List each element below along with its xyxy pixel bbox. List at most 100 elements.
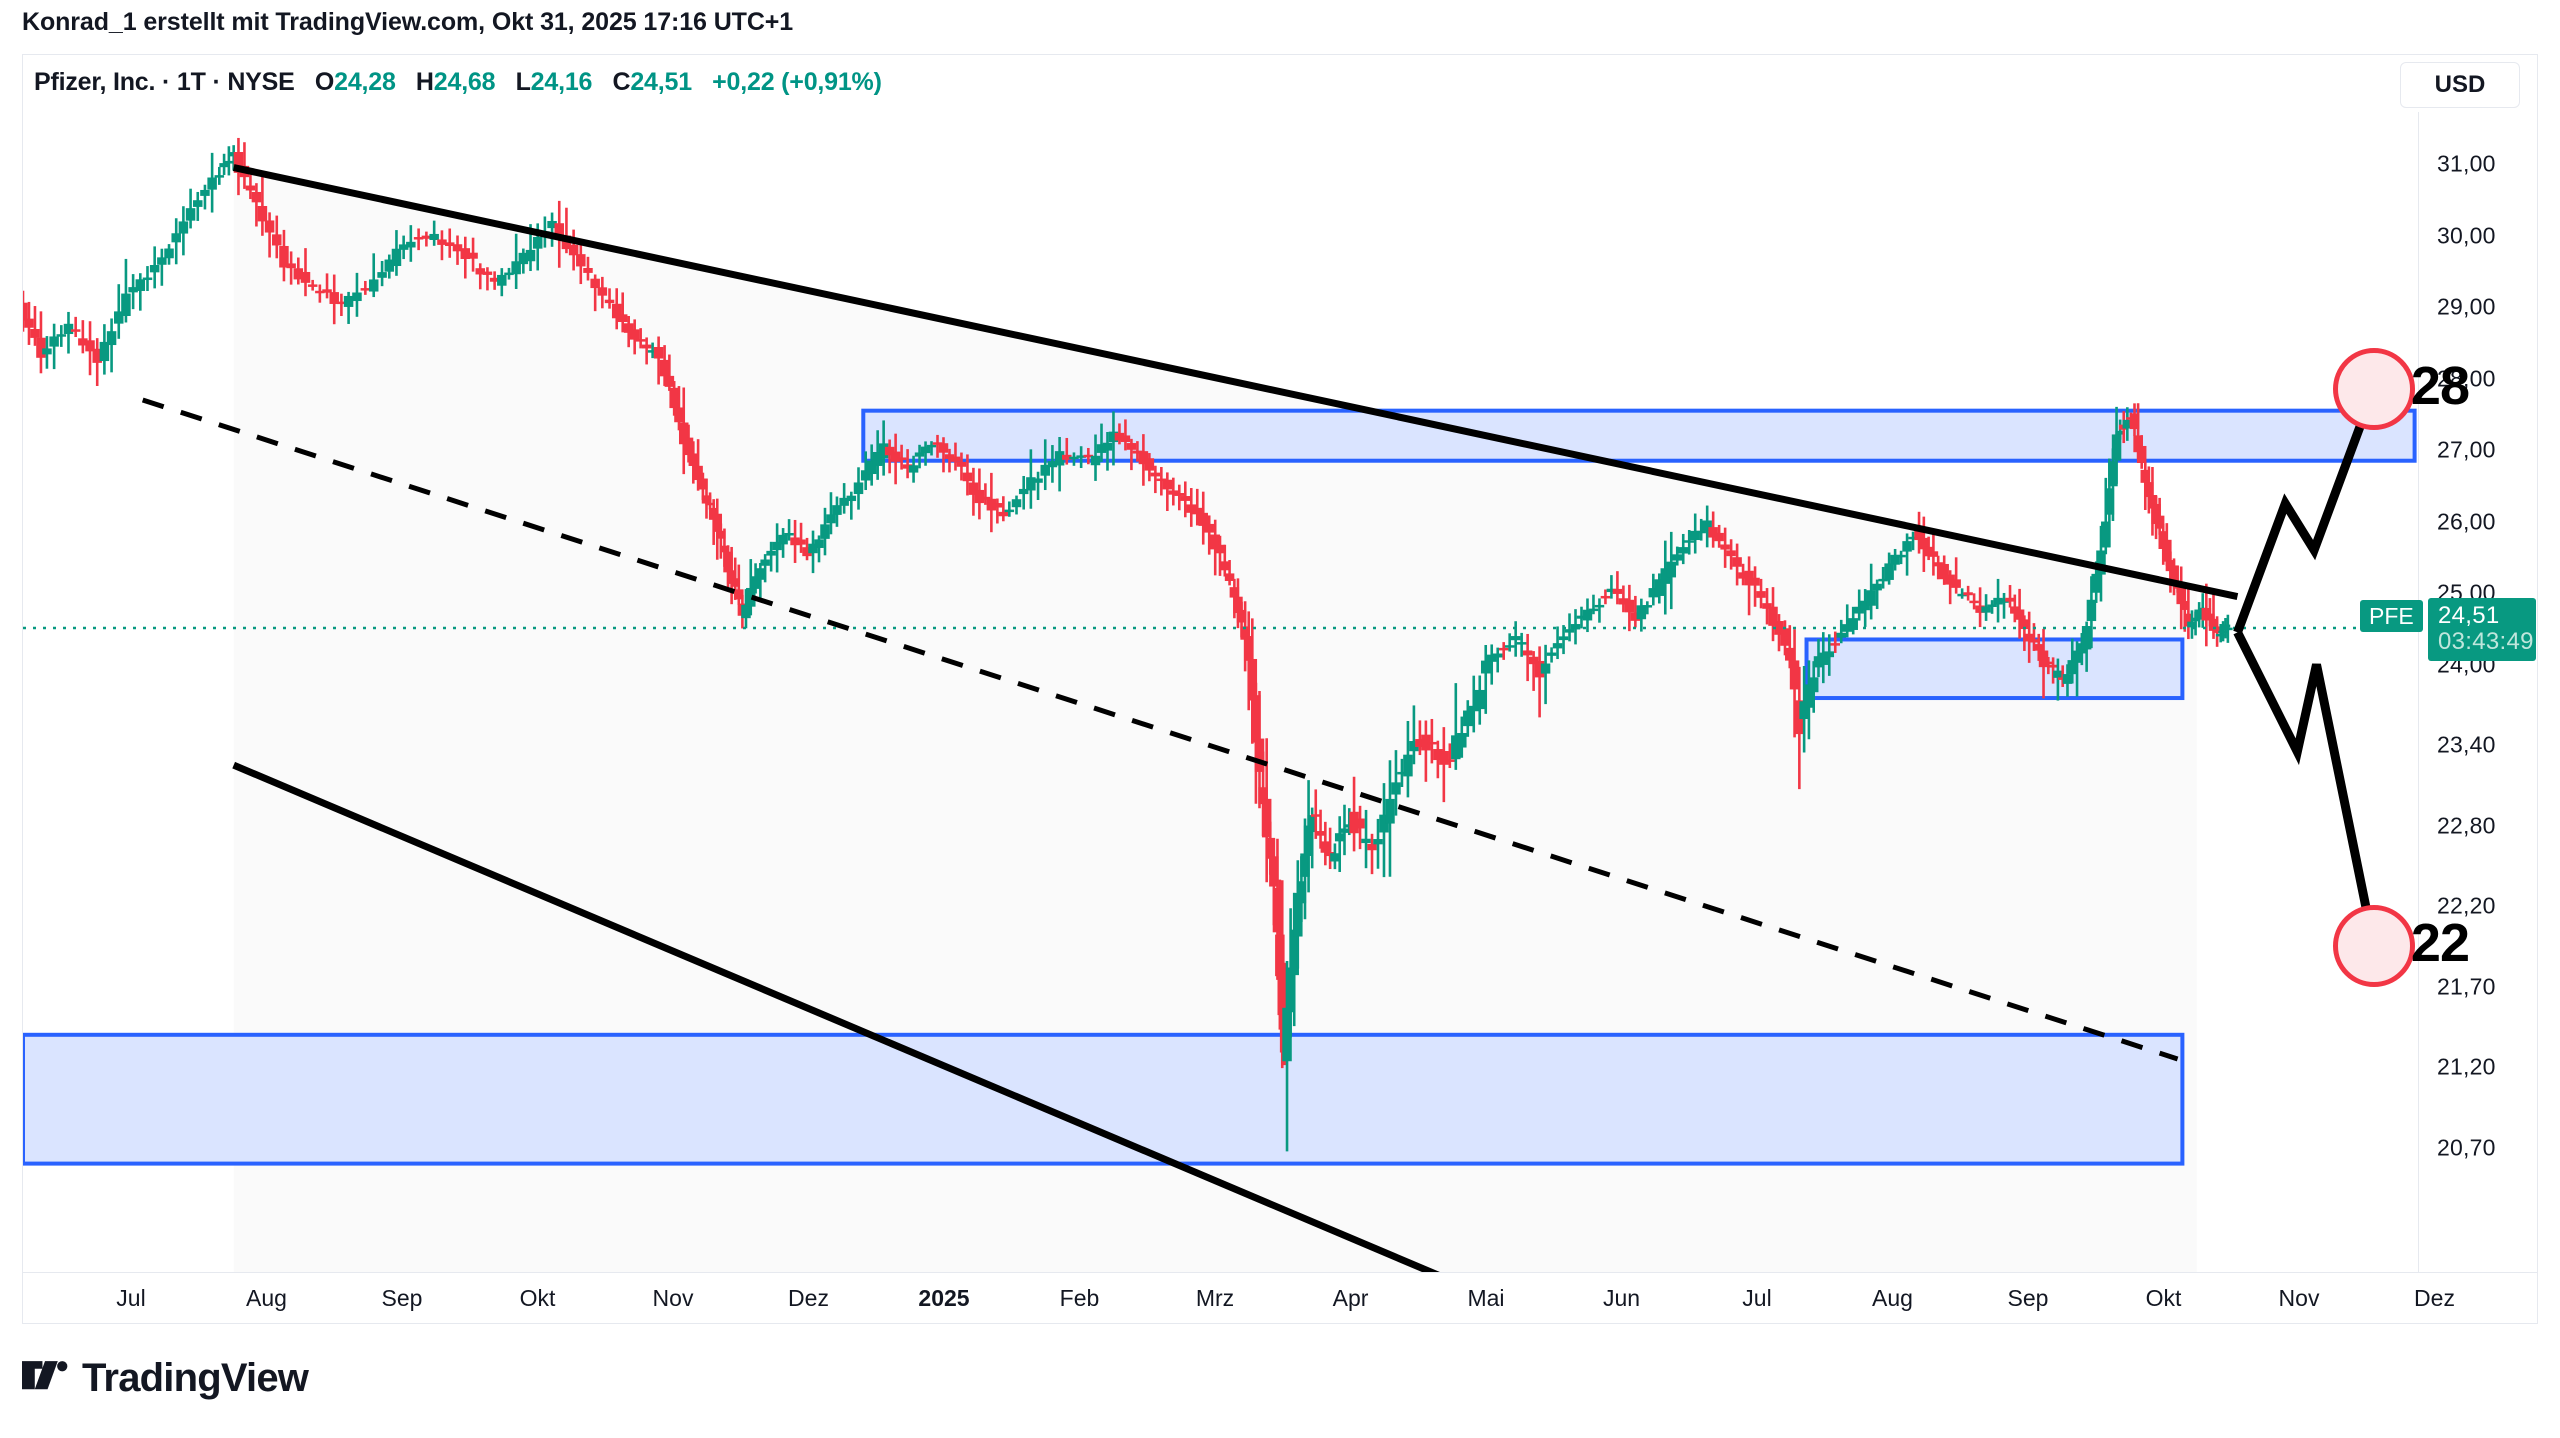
candle-body <box>207 177 217 190</box>
time-tick-label: Jul <box>1742 1285 1772 1311</box>
candle-body <box>1285 967 1296 1013</box>
time-axis[interactable]: Jul Aug Sep Okt Nov Dez 2025 Feb Mrz Apr Mai Jun Jul… <box>23 1272 2538 1325</box>
candle-body <box>1939 563 1949 580</box>
candle-body <box>1720 544 1730 550</box>
candle-body <box>1600 595 1611 599</box>
candle-body <box>1564 629 1575 633</box>
candle-body <box>884 446 895 456</box>
legend-separator-1: · <box>162 68 171 96</box>
currency-selector[interactable]: USD <box>2400 62 2520 108</box>
time-tick-label: Mrz <box>1195 1285 1235 1311</box>
candle-body <box>30 329 40 338</box>
interval-label[interactable]: 1T <box>176 68 206 96</box>
candle-body <box>1361 838 1371 844</box>
candle-body <box>106 331 117 346</box>
chart-canvas[interactable] <box>23 112 2417 1272</box>
price-tick-label: 20,70 <box>2437 1134 2496 1160</box>
candle-body <box>23 302 28 321</box>
candle-body <box>1004 509 1015 513</box>
change-absolute: +0,22 <box>712 68 775 96</box>
candle-body <box>1307 815 1317 833</box>
price-tick-label: 26,00 <box>2437 508 2496 534</box>
price-tick-label: 22,20 <box>2437 892 2496 919</box>
candle-body <box>1498 647 1509 651</box>
candle-body <box>1114 432 1125 441</box>
candle-body <box>149 264 160 273</box>
attribution-text: Konrad_1 erstellt mit TradingView.com, O… <box>22 8 794 36</box>
candle-body <box>597 287 608 296</box>
candle-body <box>343 295 354 307</box>
candle-body <box>802 547 812 557</box>
candle-body <box>1236 609 1247 623</box>
candle-body <box>2154 515 2165 529</box>
candle-body <box>1186 504 1197 513</box>
candle-body <box>1860 600 1870 611</box>
candle-body <box>1204 523 1214 533</box>
candle-body <box>730 578 740 587</box>
candle-body <box>413 237 424 240</box>
candle-body <box>1210 534 1220 550</box>
time-tick-label: Sep <box>2007 1285 2049 1311</box>
candle-body <box>576 254 586 267</box>
candle-body <box>1296 881 1307 904</box>
price-axis[interactable]: 31,00 30,00 29,00 28,00 27,00 26,00 25,00 24,00… <box>2360 112 2539 1272</box>
candle-body <box>1808 677 1819 693</box>
candle-body <box>2086 599 2097 622</box>
candle-body <box>1510 636 1521 641</box>
candle-body <box>2176 588 2186 605</box>
price-tick-label: 27,00 <box>2437 436 2496 463</box>
candle-body <box>1884 563 1894 580</box>
candle-body <box>1320 841 1331 853</box>
candle-body <box>2223 627 2233 631</box>
candle-body <box>1254 738 1265 772</box>
candle-body <box>932 442 943 445</box>
symbol-name[interactable]: Pfizer, Inc. <box>34 68 156 96</box>
candle-body <box>1018 488 1029 495</box>
candle-body <box>2205 613 2215 620</box>
candle-body <box>1258 787 1268 805</box>
change-percent: (+0,91%) <box>781 68 882 96</box>
candle-body <box>1902 541 1912 552</box>
candle-body <box>1096 444 1107 453</box>
candle-body <box>1612 588 1623 594</box>
candle-body <box>1083 454 1094 458</box>
candle-body <box>1220 561 1230 571</box>
candle-body <box>641 344 652 349</box>
candle-body <box>1714 532 1724 542</box>
candle-body <box>998 511 1009 517</box>
candle-body <box>760 559 770 566</box>
candle-body <box>1272 887 1283 933</box>
candle-body <box>78 338 88 346</box>
chart-plot-area[interactable] <box>23 112 2417 1272</box>
zone-mid-support-zone <box>1804 637 2185 701</box>
candle-body <box>1762 603 1772 609</box>
candle-body <box>1277 964 1287 1016</box>
candle-body <box>2187 621 2197 628</box>
candle-body <box>693 465 703 481</box>
time-tick-label: Jul <box>116 1285 146 1311</box>
candle-body <box>1355 818 1365 829</box>
candle-body <box>1325 851 1335 857</box>
candle-body <box>49 336 59 347</box>
candle-body <box>1198 512 1208 526</box>
candle-body <box>1582 609 1593 621</box>
candle-body <box>669 387 679 409</box>
time-tick-label: Nov <box>652 1285 694 1311</box>
candle-body <box>944 454 955 459</box>
candle-body <box>257 206 268 222</box>
candle-body <box>683 437 694 456</box>
low-value: 24,16 <box>530 68 593 96</box>
candle-body <box>2101 521 2111 548</box>
candle-body <box>1303 825 1314 856</box>
candle-body <box>2140 469 2151 483</box>
candle-body <box>1908 536 1918 540</box>
candle-body <box>2162 539 2172 562</box>
candle-body <box>1415 739 1425 748</box>
candle-body <box>1648 588 1659 598</box>
candle-body <box>219 163 229 168</box>
ticker-tag: PFE <box>2360 600 2423 633</box>
current-price-value: 24,51 <box>2438 602 2500 630</box>
candle-body <box>511 261 521 275</box>
candle-body <box>1174 493 1185 496</box>
chart-legend[interactable]: Pfizer, Inc. · 1T · NYSE O24,28 H24,68 L… <box>34 68 882 97</box>
